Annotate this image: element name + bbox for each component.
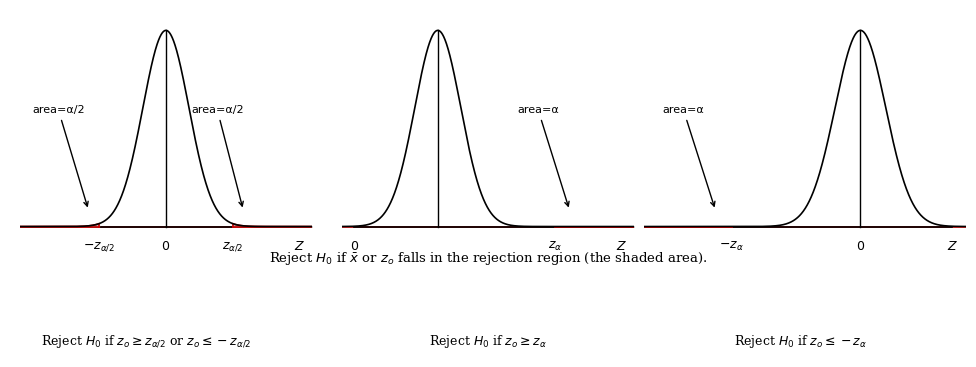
Text: Reject $H_0$ if $z_o \geq z_{\alpha}$: Reject $H_0$ if $z_o \geq z_{\alpha}$: [429, 333, 547, 350]
Text: Reject $H_0$ if $z_o \geq z_{\alpha/2}$ or $z_o \leq -z_{\alpha/2}$: Reject $H_0$ if $z_o \geq z_{\alpha/2}$ …: [41, 333, 252, 349]
Text: $-z_{\alpha/2}$: $-z_{\alpha/2}$: [83, 240, 115, 253]
Text: $Z$: $Z$: [947, 240, 958, 253]
Text: area=α: area=α: [517, 105, 569, 206]
Text: $Z$: $Z$: [616, 240, 628, 253]
Text: area=α/2: area=α/2: [32, 105, 88, 206]
Text: area=α/2: area=α/2: [191, 105, 244, 206]
Text: $z_{\alpha}$: $z_{\alpha}$: [548, 240, 562, 253]
Text: Reject $H_0$ if $\bar{x}$ or $z_o$ falls in the rejection region (the shaded are: Reject $H_0$ if $\bar{x}$ or $z_o$ falls…: [268, 250, 708, 267]
Text: $0$: $0$: [349, 240, 359, 253]
Text: $0$: $0$: [856, 240, 865, 253]
Text: $Z$: $Z$: [294, 240, 305, 253]
Text: area=α: area=α: [663, 105, 715, 206]
Text: Reject $H_0$ if $z_o \leq -z_{\alpha}$: Reject $H_0$ if $z_o \leq -z_{\alpha}$: [734, 333, 867, 350]
Text: $z_{\alpha/2}$: $z_{\alpha/2}$: [223, 240, 244, 253]
Text: $0$: $0$: [161, 240, 171, 253]
Text: $-z_{\alpha}$: $-z_{\alpha}$: [719, 240, 744, 253]
